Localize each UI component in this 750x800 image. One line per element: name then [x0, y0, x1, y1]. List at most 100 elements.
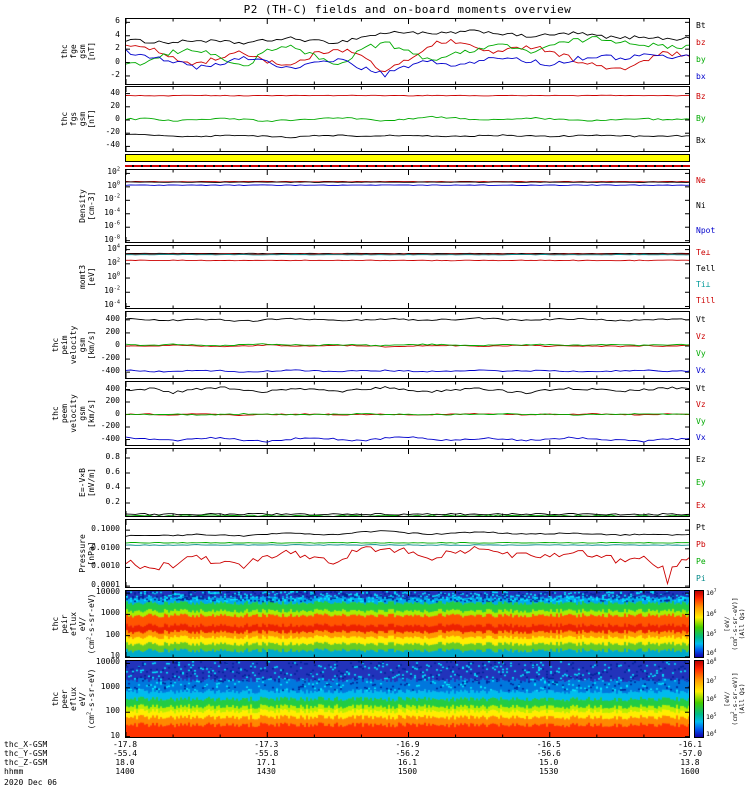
footer-value: 1500 [397, 767, 418, 776]
espec-ytick-label: 100 [105, 706, 120, 716]
efield-ytick-label: 0.4 [105, 482, 120, 491]
flag-strip [125, 165, 690, 167]
density-legend-Npot: Npot [696, 225, 716, 235]
footer-row-label-thc_ZGSM: thc_Z-GSM [4, 758, 48, 767]
plot-title: P2 (TH-C) fields and on-board moments ov… [243, 3, 572, 16]
espec-colorbar-tick: 108 [706, 657, 717, 667]
espec-colorbar-unit: [eV/(cm2-s-sr-eV)] (All Qs) [723, 672, 746, 726]
vi-series-Vz [126, 344, 689, 348]
footer-value: 1530 [539, 767, 559, 776]
vi-legend-Vx: Vx [696, 365, 706, 375]
momt3-ytick-label: 10-2 [104, 285, 120, 296]
ve-series-Vx [126, 436, 689, 443]
pressure-ytick-label: 0.0010 [91, 561, 120, 571]
panel-fgs [125, 86, 690, 152]
efield-series-Ez [126, 512, 689, 516]
momt3-series-Teperp [126, 259, 689, 262]
vi-ytick-label: 200 [105, 326, 120, 336]
footer-value: -17.8 [112, 740, 138, 749]
vi-ytick-label: -400 [100, 366, 120, 376]
density-legend-Ne: Ne [696, 176, 706, 186]
ve-ytick-label: 400 [105, 383, 120, 393]
espec-colorbar-tick: 105 [706, 711, 717, 721]
density-series-Ne [126, 180, 689, 183]
pressure-ytick-label: 0.1000 [91, 524, 120, 534]
fge-series-bz [126, 38, 689, 73]
footer-value: -16.5 [536, 740, 561, 749]
espec-colorbar-tick: 107 [706, 675, 717, 686]
footer-row-label-thc_XGSM: thc_X-GSM [4, 740, 48, 749]
fge-ytick-label: 0 [115, 56, 120, 66]
ve-axis-ticks [126, 382, 689, 445]
ispec-ylabel: thc peir eflux eV/(cm2-s-sr-eV) [51, 593, 96, 655]
footer-value: -55.4 [112, 749, 138, 758]
pressure-series-Pt [126, 530, 689, 537]
footer-value: 1400 [115, 767, 135, 776]
footer-value: 15.0 [539, 758, 559, 767]
fgs-ytick-label: 20 [110, 100, 120, 110]
vi-series-Vt [126, 317, 689, 322]
footer-row-label-thc_YGSM: thc_Y-GSM [4, 749, 48, 758]
efield-legend-Ex: Ex [696, 500, 706, 510]
panel-flag [125, 154, 690, 167]
pressure-series-Pi [126, 544, 689, 546]
fgs-ytick-label: 40 [110, 87, 120, 97]
density-ytick-label: 10-2 [104, 193, 120, 204]
density-ytick-label: 102 [107, 166, 120, 177]
momt3-legend-Te: Te⊥ [696, 248, 711, 257]
fge-series-by [126, 36, 689, 67]
espec-ytick-label: 1000 [100, 681, 120, 691]
momt3-legend-Till: Till [696, 296, 716, 305]
efield-ytick-label: 0.6 [105, 467, 120, 476]
density-axis-ticks [126, 170, 689, 242]
vi-ytick-label: -200 [100, 353, 120, 363]
fge-legend-by: by [696, 54, 706, 64]
ve-ytick-label: 200 [105, 396, 120, 405]
ispec-ytick-label: 1000 [100, 608, 120, 618]
ispec-colorbar-tick: 104 [706, 648, 717, 658]
fge-legend-bz: bz [696, 38, 706, 48]
fgs-ytick-label: -40 [105, 140, 120, 150]
momt3-ytick-label: 10-4 [104, 299, 120, 310]
efield-plot-area [126, 449, 689, 516]
ispec-plot-area [126, 591, 689, 657]
vi-legend-Vz: Vz [696, 331, 706, 341]
espec-ytick-label: 10000 [95, 657, 120, 667]
ve-ytick-label: 0 [115, 408, 120, 418]
density-legend-Ni: Ni [696, 201, 706, 210]
ispec-colorbar-unit: [eV/(cm2-s-sr-eV)] (All Qs) [723, 597, 746, 651]
fge-axis-ticks [126, 19, 689, 84]
momt3-ytick-label: 102 [107, 257, 120, 267]
vi-series-Vx [126, 369, 689, 373]
vi-axis-ticks [126, 312, 689, 378]
fge-series-bx [126, 49, 689, 78]
ve-ytick-label: -200 [100, 421, 120, 430]
vi-ytick-label: 400 [105, 313, 120, 323]
vi-series-Vy [126, 343, 689, 347]
espec-colorbar-tick: 104 [706, 728, 717, 739]
momt3-legend-Ti: Ti⊥ [696, 280, 711, 289]
ispec-ytick-label: 10000 [95, 587, 120, 597]
espec-ytick-label: 10 [110, 730, 120, 740]
efield-axis-ticks [126, 449, 689, 516]
pressure-series-Pe [126, 541, 689, 544]
pressure-legend-Pi: Pi [696, 574, 706, 584]
ispec-ytick-label: 100 [105, 629, 120, 639]
vi-ytick-label: 0 [115, 340, 120, 349]
momt3-plot-area [126, 246, 689, 308]
pressure-legend-Pt: Pt [696, 522, 706, 532]
momt3-axis-ticks [126, 246, 689, 308]
fgs-series-Bx [126, 133, 689, 139]
espec-colorbar-tick: 106 [706, 693, 717, 703]
fgs-series-Bz [126, 94, 689, 97]
efield-legend-Ez: Ez [696, 454, 706, 464]
fge-plot-area [126, 19, 689, 84]
espec-plot-area [126, 661, 689, 737]
density-ytick-label: 100 [107, 180, 120, 190]
density-ytick-label: 10-4 [104, 207, 120, 217]
footer-value: 1600 [680, 767, 700, 776]
footer-value: -57.0 [677, 749, 703, 758]
density-ylabel: Density [cm-3] [78, 189, 96, 223]
espec-colorbar [694, 660, 704, 738]
